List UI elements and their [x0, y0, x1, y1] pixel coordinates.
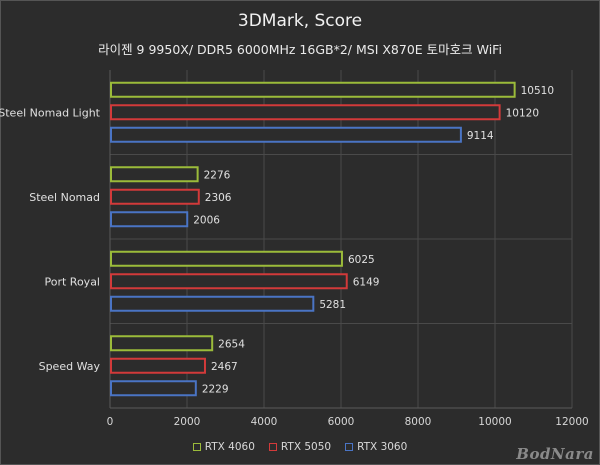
x-tick-label: 0: [107, 416, 114, 428]
data-label: 2306: [205, 192, 232, 204]
x-tick-label: 4000: [251, 416, 278, 428]
bar-rtx-5050: [110, 104, 501, 121]
data-label: 2467: [211, 361, 238, 373]
x-tick-label: 6000: [328, 416, 355, 428]
data-label: 6025: [348, 254, 375, 266]
x-tick-label: 8000: [405, 416, 432, 428]
category-label: Port Royal: [45, 275, 101, 288]
legend-swatch: [192, 443, 201, 451]
bar-rtx-5050: [110, 357, 206, 374]
data-label: 2654: [218, 338, 245, 350]
data-label: 2006: [193, 214, 220, 226]
bar-rtx-4060: [110, 250, 343, 267]
bar-rtx-3060: [110, 295, 315, 312]
legend-item: RTX 3060: [345, 441, 407, 453]
legend-item: RTX 4060: [192, 441, 255, 453]
bar-rtx-5050: [110, 188, 200, 205]
bar-rtx-3060: [110, 211, 189, 228]
legend-label: RTX 5050: [280, 441, 332, 453]
category-label: Steel Nomad: [29, 191, 100, 204]
legend-swatch: [268, 443, 277, 451]
data-label: 2229: [202, 383, 229, 395]
chart-title: 3DMark, Score: [237, 11, 363, 31]
legend-item: RTX 5050: [268, 441, 332, 453]
bar-rtx-3060: [110, 126, 462, 143]
bar-rtx-4060: [110, 335, 214, 352]
data-label: 10510: [521, 85, 554, 97]
data-label: 9114: [467, 130, 494, 142]
legend-swatch: [345, 443, 354, 451]
chart-subtitle: 라이젠 9 9950X/ DDR5 6000MHz 16GB*2/ MSI X8…: [98, 42, 502, 57]
bar-rtx-4060: [110, 81, 516, 98]
bar-rtx-5050: [110, 273, 348, 290]
category-label: Steel Nomad Light: [0, 106, 101, 119]
x-tick-label: 10000: [478, 416, 511, 428]
data-label: 5281: [319, 299, 346, 311]
x-tick-label: 12000: [555, 416, 588, 428]
chart-legend: RTX 4060 RTX 5050 RTX 3060: [0, 441, 600, 453]
legend-label: RTX 3060: [357, 441, 408, 453]
bar-rtx-4060: [110, 166, 199, 183]
category-label: Speed Way: [39, 360, 101, 373]
data-label: 2276: [204, 169, 231, 181]
x-tick-label: 2000: [174, 416, 201, 428]
data-label: 10120: [506, 107, 539, 119]
data-label: 6149: [353, 276, 380, 288]
watermark-logo: BodNara: [516, 445, 594, 463]
bar-rtx-3060: [110, 380, 197, 397]
legend-label: RTX 4060: [204, 441, 255, 453]
